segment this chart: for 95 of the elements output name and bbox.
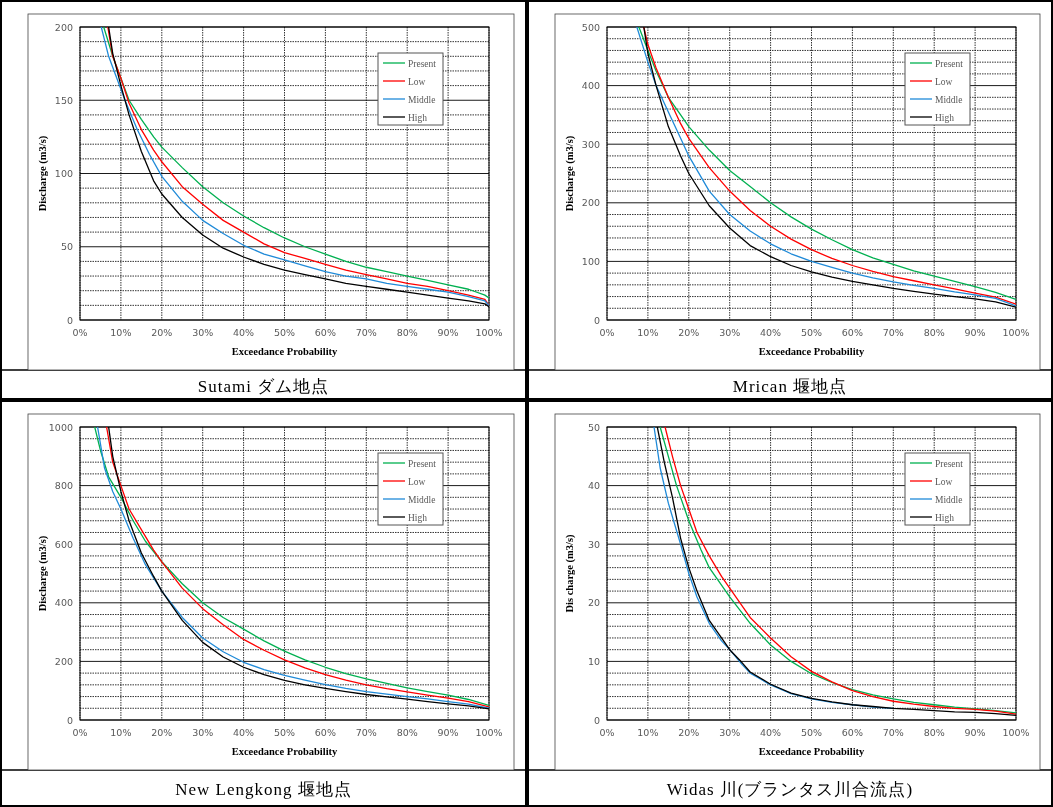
x-tick-label: 60% bbox=[314, 727, 336, 738]
x-tick-label: 30% bbox=[192, 727, 214, 738]
legend-label: High bbox=[408, 112, 428, 123]
x-tick-label: 20% bbox=[151, 327, 173, 338]
text: New Lengkong 堰地点 bbox=[175, 780, 352, 799]
x-tick-label: 60% bbox=[314, 327, 336, 338]
x-tick-label: 50% bbox=[273, 327, 296, 338]
y-tick-label: 150 bbox=[54, 94, 73, 106]
legend-label: High bbox=[935, 112, 955, 123]
x-tick-label: 100% bbox=[1002, 327, 1030, 338]
legend-label: Present bbox=[408, 458, 437, 469]
x-tick-label: 90% bbox=[964, 327, 986, 338]
legend-label: Low bbox=[408, 76, 426, 87]
x-tick-label: 0% bbox=[599, 727, 615, 738]
y-axis-title: Discharge (m3/s) bbox=[37, 535, 49, 612]
x-tick-label: 90% bbox=[437, 727, 459, 738]
y-tick-label: 200 bbox=[581, 197, 600, 209]
y-axis-title: Dis charge (m3/s) bbox=[564, 533, 576, 613]
legend-label: Present bbox=[935, 58, 964, 69]
x-tick-label: 0% bbox=[599, 327, 615, 338]
y-tick-label: 10 bbox=[587, 655, 600, 667]
x-tick-label: 40% bbox=[233, 727, 255, 738]
x-tick-label: 30% bbox=[719, 327, 741, 338]
y-tick-label: 100 bbox=[54, 168, 73, 179]
legend-label: High bbox=[408, 512, 428, 523]
x-tick-label: 80% bbox=[396, 327, 418, 338]
x-tick-label: 80% bbox=[923, 727, 945, 738]
y-tick-label: 400 bbox=[581, 80, 600, 92]
x-axis-title: Exceedance Probability bbox=[231, 746, 339, 757]
y-tick-label: 50 bbox=[587, 421, 600, 433]
y-tick-label: 40 bbox=[587, 480, 600, 492]
y-tick-label: 600 bbox=[54, 538, 73, 550]
x-tick-label: 100% bbox=[475, 727, 503, 738]
y-tick-label: 30 bbox=[587, 538, 600, 550]
y-tick-label: 0 bbox=[593, 314, 600, 326]
x-tick-label: 50% bbox=[800, 727, 823, 738]
legend-label: Low bbox=[935, 76, 953, 87]
x-tick-label: 70% bbox=[882, 327, 904, 338]
x-tick-label: 40% bbox=[760, 727, 782, 738]
x-tick-label: 90% bbox=[964, 727, 986, 738]
y-tick-label: 50 bbox=[60, 241, 73, 253]
x-tick-label: 30% bbox=[192, 327, 214, 338]
x-tick-label: 40% bbox=[760, 327, 782, 338]
x-tick-label: 50% bbox=[273, 727, 296, 738]
x-axis-title: Exceedance Probability bbox=[758, 346, 866, 357]
y-tick-label: 0 bbox=[66, 714, 73, 726]
x-tick-label: 10% bbox=[637, 327, 659, 338]
legend-label: Low bbox=[408, 476, 426, 487]
x-axis-title: Exceedance Probability bbox=[231, 346, 339, 357]
x-tick-label: 50% bbox=[800, 327, 823, 338]
legend-label: Low bbox=[935, 476, 953, 487]
y-tick-label: 200 bbox=[54, 21, 73, 33]
text: Sutami ダム地点 bbox=[197, 376, 330, 396]
x-tick-label: 60% bbox=[841, 727, 863, 738]
x-tick-label: 80% bbox=[923, 327, 945, 338]
x-tick-label: 10% bbox=[637, 727, 659, 738]
x-tick-label: 90% bbox=[437, 327, 459, 338]
legend-label: Present bbox=[408, 58, 437, 69]
x-tick-label: 100% bbox=[1002, 727, 1030, 738]
y-tick-label: 800 bbox=[54, 480, 73, 492]
y-tick-label: 1000 bbox=[48, 421, 73, 433]
y-tick-label: 20 bbox=[587, 597, 600, 609]
x-tick-label: 20% bbox=[678, 327, 700, 338]
y-tick-label: 0 bbox=[66, 314, 73, 326]
y-tick-label: 100 bbox=[581, 255, 600, 267]
y-tick-label: 0 bbox=[593, 714, 600, 726]
x-tick-label: 70% bbox=[882, 727, 904, 738]
y-axis-title: Discharge (m3/s) bbox=[564, 135, 576, 212]
x-tick-label: 20% bbox=[151, 727, 173, 738]
y-tick-label: 200 bbox=[54, 655, 73, 667]
legend-label: Present bbox=[935, 458, 964, 469]
x-tick-label: 30% bbox=[719, 727, 741, 738]
x-tick-label: 10% bbox=[110, 727, 132, 738]
x-tick-label: 0% bbox=[72, 727, 88, 738]
text: Widas 川(ブランタス川合流点) bbox=[666, 780, 914, 799]
legend-label: Middle bbox=[935, 94, 963, 105]
x-tick-label: 40% bbox=[233, 327, 255, 338]
y-axis-title: Discharge (m3/s) bbox=[37, 135, 49, 212]
legend-label: Middle bbox=[935, 494, 963, 505]
legend-label: High bbox=[935, 512, 955, 523]
y-tick-label: 400 bbox=[54, 597, 73, 609]
x-tick-label: 70% bbox=[355, 727, 377, 738]
x-tick-label: 20% bbox=[678, 727, 700, 738]
x-tick-label: 100% bbox=[475, 327, 503, 338]
legend-label: Middle bbox=[408, 94, 436, 105]
legend-label: Middle bbox=[408, 494, 436, 505]
y-tick-label: 500 bbox=[581, 21, 600, 33]
x-tick-label: 80% bbox=[396, 727, 418, 738]
y-tick-label: 300 bbox=[581, 138, 600, 150]
text: Mrican 堰地点 bbox=[732, 376, 848, 396]
x-axis-title: Exceedance Probability bbox=[758, 746, 866, 757]
x-tick-label: 0% bbox=[72, 327, 88, 338]
x-tick-label: 60% bbox=[841, 327, 863, 338]
x-tick-label: 70% bbox=[355, 327, 377, 338]
x-tick-label: 10% bbox=[110, 327, 132, 338]
